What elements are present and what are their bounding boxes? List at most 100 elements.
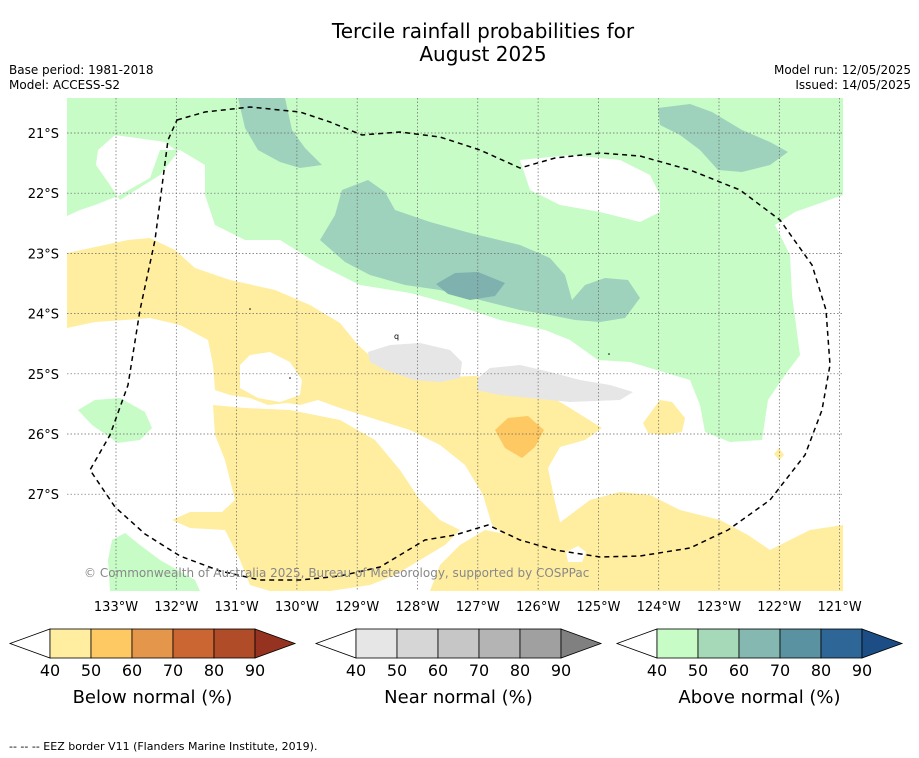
- colorbar-tick-label: 80: [204, 661, 224, 680]
- marker-dot-1: [249, 308, 251, 310]
- colorbar-title: Below normal (%): [73, 687, 233, 708]
- colorbar-tick-label: 80: [811, 661, 831, 680]
- longitude-tick-label: 128°W: [395, 600, 439, 615]
- colorbar-left-extension: [314, 628, 357, 659]
- colorbar-segment: [213, 628, 256, 659]
- colorbar-tick-label: 90: [852, 661, 872, 680]
- above-normal-region-southwest: [108, 533, 200, 591]
- colorbar-tick-label: 50: [688, 661, 708, 680]
- colorbars: 40 50 60 70 80 90 Below normal (%) 40 50 60 70 80 90…: [8, 628, 904, 708]
- colorbar-tick-label: 70: [770, 661, 790, 680]
- copyright-notice: © Commonwealth of Australia 2025, Bureau…: [84, 566, 589, 580]
- colorbar-tick-label: 40: [346, 661, 366, 680]
- colorbar-segment: [172, 628, 215, 659]
- colorbar-segment: [90, 628, 133, 659]
- colorbar-segment: [355, 628, 398, 659]
- colorbar-segment: [131, 628, 174, 659]
- marker-dot-2: [608, 353, 610, 355]
- near-normal-region-east: [477, 365, 633, 402]
- model-run: Model run: 12/05/2025: [773, 63, 911, 77]
- longitude-tick-label: 127°W: [456, 600, 500, 615]
- eez-footnote: -- -- -- EEZ border V11 (Flanders Marine…: [9, 740, 318, 753]
- colorbar-tick-label: 50: [81, 661, 101, 680]
- colorbar-tick-label: 70: [469, 661, 489, 680]
- latitude-tick-label: 24°S: [28, 308, 59, 323]
- longitude-labels: 133°W 132°W 131°W 130°W 129°W 128°W 127°W 126°W…: [94, 600, 862, 615]
- no-signal-patch-south: [566, 546, 586, 562]
- colorbar-tick-label: 50: [387, 661, 407, 680]
- colorbar-left-extension: [615, 628, 658, 659]
- colorbar-tick-label: 60: [122, 661, 142, 680]
- longitude-tick-label: 124°W: [637, 600, 681, 615]
- colorbar-right-extension: [254, 628, 297, 659]
- longitude-tick-label: 130°W: [275, 600, 319, 615]
- colorbar-tick-label: 70: [163, 661, 183, 680]
- below-normal-60-core: [495, 416, 544, 458]
- colorbar-segment: [697, 628, 740, 659]
- base-period: Base period: 1981-2018: [9, 63, 154, 77]
- colorbar-tick-label: 40: [647, 661, 667, 680]
- near-normal-region-west: [368, 343, 462, 382]
- latitude-tick-label: 23°S: [28, 247, 59, 262]
- marker-dot-3: [289, 377, 291, 379]
- longitude-tick-label: 133°W: [94, 600, 138, 615]
- latitude-tick-label: 25°S: [28, 368, 59, 383]
- colorbar-tick-label: 80: [510, 661, 530, 680]
- above-normal-70-core: [436, 272, 505, 300]
- longitude-tick-label: 131°W: [215, 600, 259, 615]
- latitude-labels: 21°S 22°S 23°S 24°S 25°S 26°S 27°S: [28, 127, 59, 503]
- colorbar-title: Near normal (%): [384, 687, 533, 708]
- chart-title: Tercile rainfall probabilities for Augus…: [0, 20, 919, 66]
- title-line-2: August 2025: [419, 42, 547, 66]
- colorbar-2: 40 50 60 70 80 90 Above normal (%): [615, 628, 904, 708]
- below-normal-region-south: [430, 492, 843, 591]
- contour-label: q: [394, 332, 399, 341]
- colorbar-right-extension: [560, 628, 603, 659]
- colorbar-title: Above normal (%): [678, 687, 840, 708]
- above-normal-60-central: [320, 180, 640, 322]
- colorbar-segment: [519, 628, 562, 659]
- longitude-tick-label: 121°W: [818, 600, 862, 615]
- colorbar-segment: [49, 628, 92, 659]
- longitude-tick-label: 125°W: [576, 600, 620, 615]
- model-name: Model: ACCESS-S2: [9, 78, 121, 92]
- eez-border: [89, 106, 831, 581]
- longitude-tick-label: 132°W: [154, 600, 198, 615]
- longitude-tick-label: 129°W: [335, 600, 379, 615]
- colorbar-tick-label: 60: [729, 661, 749, 680]
- longitude-tick-label: 122°W: [757, 600, 801, 615]
- meta-right: Model run: 12/05/2025 Issued: 14/05/2025: [774, 63, 911, 93]
- colorbar-right-extension: [861, 628, 904, 659]
- colorbar-tick-label: 90: [551, 661, 571, 680]
- latitude-tick-label: 21°S: [28, 127, 59, 142]
- colorbar-segment: [396, 628, 439, 659]
- colorbar-segment: [478, 628, 521, 659]
- colorbar-segment: [656, 628, 699, 659]
- colorbar-1: 40 50 60 70 80 90 Near normal (%): [314, 628, 603, 708]
- latitude-tick-label: 27°S: [28, 488, 59, 503]
- above-normal-60-north: [238, 98, 322, 168]
- latitude-tick-label: 22°S: [28, 187, 59, 202]
- title-line-1: Tercile rainfall probabilities for: [331, 19, 635, 43]
- no-signal-hole-north: [520, 155, 660, 222]
- issued-date: Issued: 14/05/2025: [795, 78, 911, 92]
- colorbar-tick-label: 60: [428, 661, 448, 680]
- latitude-tick-label: 26°S: [28, 428, 59, 443]
- colorbar-segment: [820, 628, 863, 659]
- colorbar-0: 40 50 60 70 80 90 Below normal (%): [8, 628, 297, 708]
- colorbar-tick-label: 90: [245, 661, 265, 680]
- colorbar-segment: [738, 628, 781, 659]
- map-fields: q © Commonwealth of Australia 2025, Bure…: [67, 98, 843, 591]
- colorbar-left-extension: [8, 628, 51, 659]
- longitude-tick-label: 123°W: [697, 600, 741, 615]
- colorbar-segment: [437, 628, 480, 659]
- below-normal-region-main: [67, 238, 602, 545]
- colorbar-tick-label: 40: [40, 661, 60, 680]
- below-normal-region-east: [643, 400, 685, 435]
- below-normal-region-dot: [774, 448, 784, 460]
- above-normal-60-northeast: [658, 104, 788, 172]
- meta-left: Base period: 1981-2018 Model: ACCESS-S2: [9, 63, 154, 93]
- gridlines: [67, 98, 843, 591]
- below-normal-region-southwest: [172, 405, 460, 591]
